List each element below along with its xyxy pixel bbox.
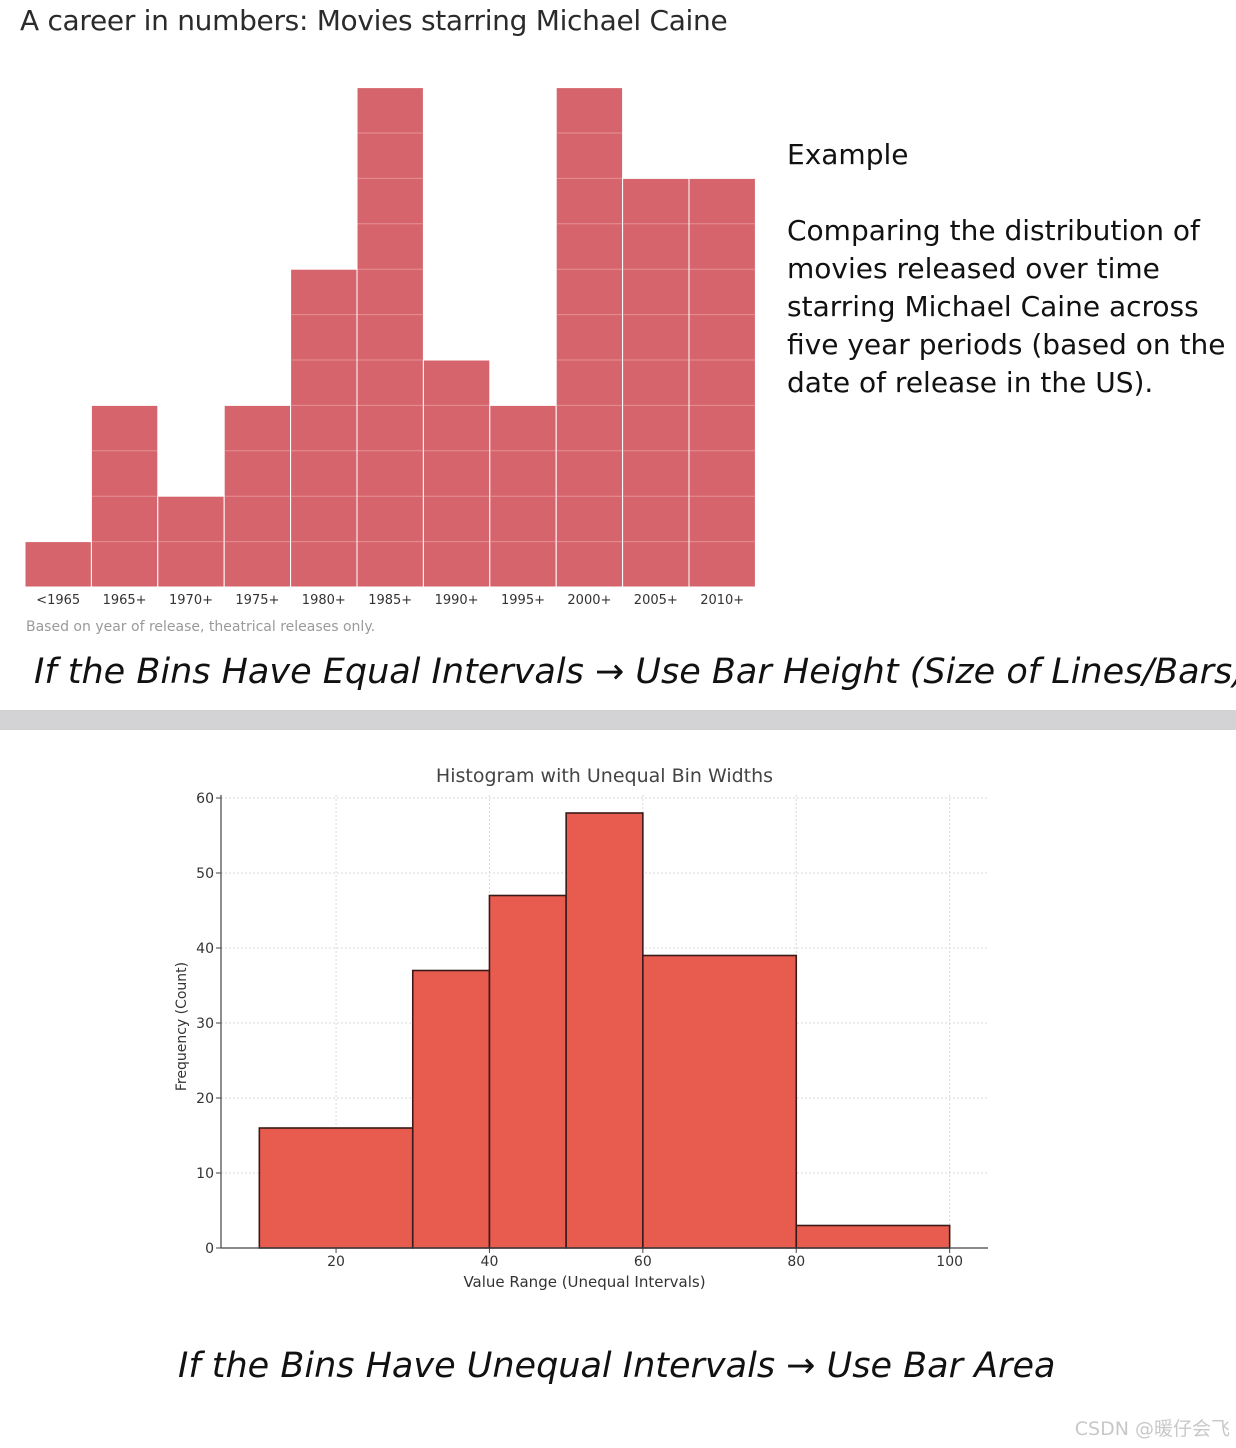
chart-footnote: Based on year of release, theatrical rel…	[26, 619, 376, 635]
y-tick-label: 20	[196, 1091, 214, 1107]
watermark: CSDN @暖仔会飞	[1074, 1418, 1230, 1440]
x-tick-label: 1995+	[501, 593, 545, 608]
y-axis-label: Frequency (Count)	[174, 962, 190, 1091]
x-tick-label: 1985+	[368, 593, 412, 608]
x-tick-label: 20	[327, 1254, 345, 1270]
y-tick-label: 40	[196, 941, 214, 957]
x-tick-label: 1970+	[169, 593, 213, 608]
histogram-bar-30-40	[411, 969, 491, 1249]
bar-1980+	[290, 268, 358, 588]
caption-unequal-intervals: If the Bins Have Unequal Intervals → Use…	[178, 1346, 1056, 1386]
bar-1990+	[422, 359, 491, 588]
histogram-bar-50-60	[565, 812, 644, 1249]
histogram-bar-80-100	[795, 1224, 951, 1249]
bar-2005+	[622, 177, 690, 588]
x-tick-label: 2005+	[634, 593, 678, 608]
y-tick-label: 0	[205, 1241, 214, 1257]
histogram-bar-10-30	[258, 1127, 414, 1249]
y-tick-label: 60	[196, 791, 214, 807]
x-tick-label: 1980+	[302, 593, 346, 608]
bar-<1965	[24, 541, 92, 588]
y-tick-label: 30	[196, 1016, 214, 1032]
x-tick-label: <1965	[36, 593, 80, 608]
x-tick-label: 1965+	[103, 593, 147, 608]
histogram-bar-60-80	[642, 954, 798, 1249]
y-tick-label: 50	[196, 866, 214, 882]
x-tick-label: 60	[634, 1254, 652, 1270]
example-body: Comparing the distribution of movies rel…	[787, 214, 1226, 399]
bar-2000+	[555, 87, 624, 588]
bar-2010+	[688, 177, 756, 588]
career-bar-chart: <1965 1965+ 1970+ 1975+ 1980+ 1985+ 1990+ 1995+…	[24, 87, 756, 608]
x-tick-label: 100	[936, 1254, 963, 1270]
x-axis-label: Value Range (Unequal Intervals)	[463, 1273, 705, 1291]
x-tick-label: 80	[787, 1254, 805, 1270]
caption-equal-intervals: If the Bins Have Equal Intervals → Use B…	[34, 652, 1236, 692]
section-divider	[0, 710, 1236, 730]
example-heading: Example	[787, 138, 909, 171]
x-tick-label: 1990+	[435, 593, 479, 608]
chart-title-career: A career in numbers: Movies starring Mic…	[20, 4, 728, 37]
x-tick-label: 1975+	[235, 593, 279, 608]
chart-title: Histogram with Unequal Bin Widths	[436, 765, 773, 787]
x-tick-label: 2010+	[700, 593, 744, 608]
example-description: Example Comparing the distribution of mo…	[787, 136, 1227, 402]
histogram-bar-40-50	[488, 894, 567, 1249]
x-tick-label: 2000+	[567, 593, 611, 608]
unequal-histogram-chart: 0 10 20 30 40 50 60 20 40 60 80 100 Histogram with U…	[174, 765, 988, 1291]
y-tick-label: 10	[196, 1166, 214, 1182]
bar-1985+	[356, 87, 424, 588]
x-tick-label: 40	[481, 1254, 499, 1270]
